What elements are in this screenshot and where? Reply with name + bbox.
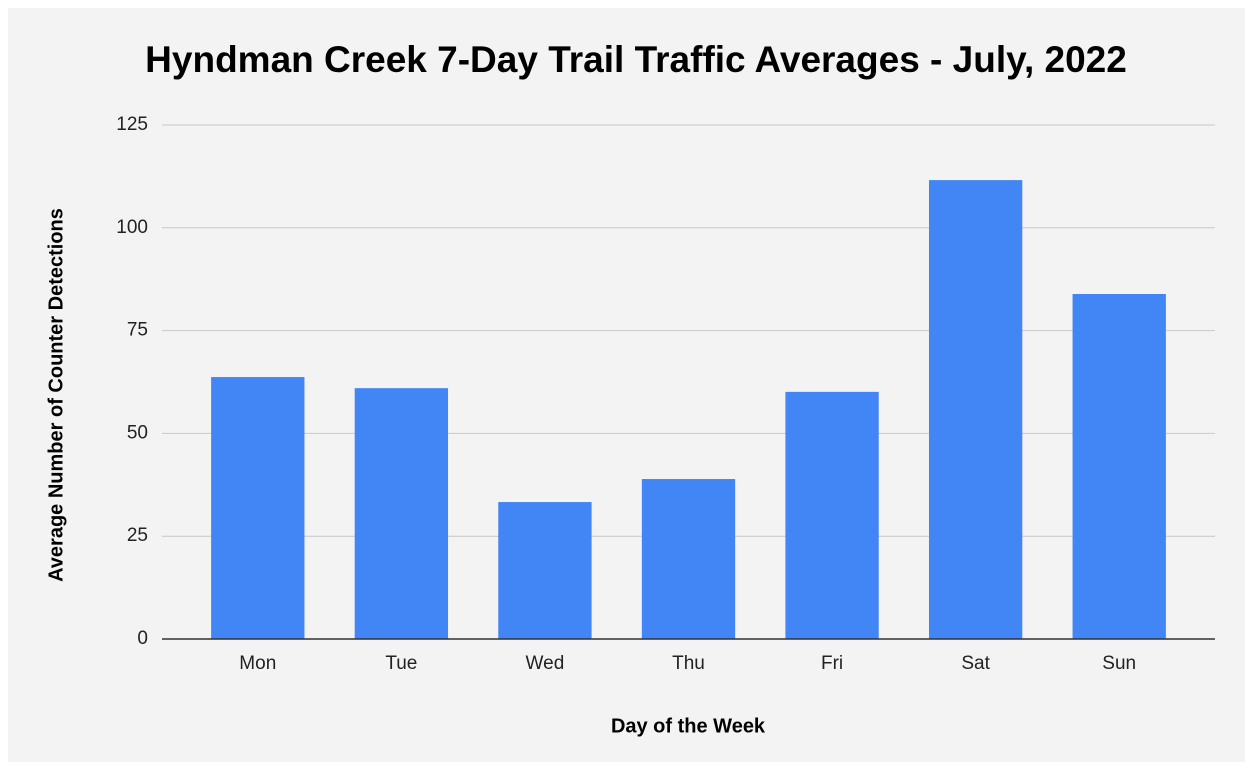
y-axis-label: Average Number of Counter Detections	[45, 208, 67, 582]
chart-background	[8, 8, 1245, 762]
x-tick-label: Sun	[1102, 653, 1136, 674]
bar	[211, 377, 305, 639]
y-tick-label: 0	[137, 628, 148, 649]
bar	[498, 502, 592, 639]
x-axis-label: Day of the Week	[611, 715, 766, 737]
bar	[928, 180, 1023, 639]
x-tick-label: Tue	[385, 653, 417, 674]
chart-title: Hyndman Creek 7-Day Trail Traffic Averag…	[145, 39, 1127, 80]
bar	[1072, 294, 1166, 639]
y-tick-label: 100	[116, 217, 148, 238]
x-tick-label: Fri	[821, 653, 843, 674]
x-tick-label: Sat	[961, 653, 990, 674]
y-tick-label: 75	[127, 320, 148, 341]
y-tick-label: 25	[127, 525, 148, 546]
x-tick-label: Thu	[672, 653, 705, 674]
bar	[641, 479, 736, 639]
x-tick-label: Wed	[526, 653, 565, 674]
x-tick-label: Mon	[239, 653, 276, 674]
y-tick-label: 50	[127, 422, 148, 443]
y-tick-label: 125	[116, 114, 148, 135]
bar	[354, 388, 449, 639]
bar	[785, 391, 879, 639]
